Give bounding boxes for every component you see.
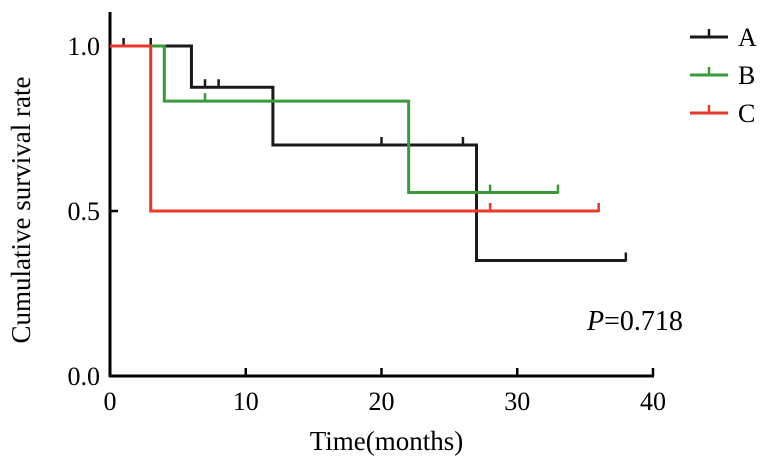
legend-label-a: A — [738, 23, 757, 52]
series-line-a — [110, 44, 626, 262]
y-tick-label: 1.0 — [68, 32, 101, 61]
x-tick-label: 30 — [504, 387, 530, 416]
x-tick-label: 0 — [104, 387, 117, 416]
legend-label-c: C — [738, 99, 755, 128]
x-tick-label: 10 — [233, 387, 259, 416]
series-line-c — [110, 44, 599, 213]
p-value-symbol: P — [586, 306, 604, 337]
p-value-text: =0.718 — [604, 306, 683, 337]
y-tick-label: 0.0 — [68, 362, 101, 391]
legend-label-b: B — [738, 61, 755, 90]
series-line-b — [110, 44, 558, 195]
x-tick-label: 20 — [369, 387, 395, 416]
y-tick-label: 0.5 — [68, 197, 101, 226]
p-value-annotation: P=0.718 — [586, 306, 683, 337]
y-axis-label: Cumulative survival rate — [6, 77, 36, 344]
x-tick-label: 40 — [640, 387, 666, 416]
x-axis-label: Time(months) — [310, 426, 464, 456]
